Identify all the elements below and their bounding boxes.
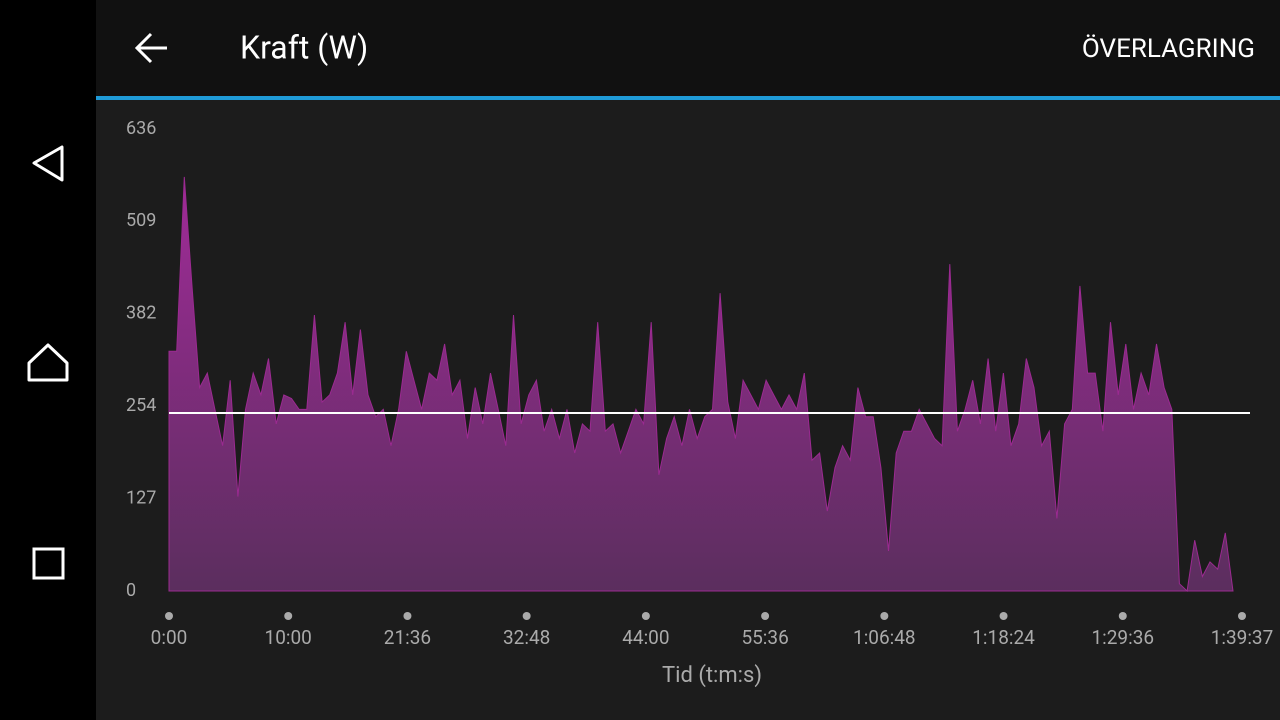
x-tick-dot: [880, 612, 889, 620]
x-tick-label: 1:18:24: [972, 626, 1035, 649]
x-tick-dot: [641, 612, 650, 620]
x-tick-dot: [284, 612, 293, 620]
app-bar: [96, 0, 1280, 96]
x-tick-dot: [999, 612, 1008, 620]
home-button[interactable]: [27, 343, 69, 382]
y-tick-label: 127: [126, 487, 156, 508]
back-arrow[interactable]: [134, 32, 167, 64]
x-tick-label: 1:06:48: [853, 626, 916, 649]
x-tick-label: 1:39:37: [1211, 626, 1274, 649]
y-tick-label: 0: [126, 580, 136, 601]
x-tick-dot: [522, 612, 531, 620]
x-tick-dot: [403, 612, 412, 620]
x-tick-label: 44:00: [622, 626, 669, 649]
chart: 0 127 254 382 509 636 0:00 10:00 21:36 32:48 44:00…: [126, 118, 1273, 649]
back-nav-button[interactable]: [32, 145, 64, 182]
x-tick-dot: [1238, 612, 1246, 620]
nav-bar: [0, 0, 96, 720]
overlay-button[interactable]: ÖVERLAGRING: [1082, 34, 1255, 64]
recents-button[interactable]: [32, 547, 65, 580]
app-bar-accent: [96, 96, 1280, 100]
x-tick-label: 32:48: [503, 626, 550, 649]
x-tick-dot: [165, 612, 173, 620]
x-tick-label: 10:00: [265, 626, 312, 649]
x-tick-dot: [1118, 612, 1127, 620]
x-tick-label: 0:00: [151, 626, 188, 649]
y-tick-label: 382: [126, 302, 156, 323]
y-tick-label: 509: [126, 210, 156, 231]
x-tick-label: 21:36: [384, 626, 431, 649]
y-tick-label: 254: [126, 395, 156, 416]
x-axis-title: Tid (t:m:s): [662, 663, 762, 688]
x-tick-label: 1:29:36: [1091, 626, 1154, 649]
page-title: Kraft (W): [240, 28, 368, 66]
x-tick-label: 55:36: [741, 626, 788, 649]
y-tick-label: 636: [126, 118, 156, 139]
x-tick-dot: [761, 612, 770, 620]
